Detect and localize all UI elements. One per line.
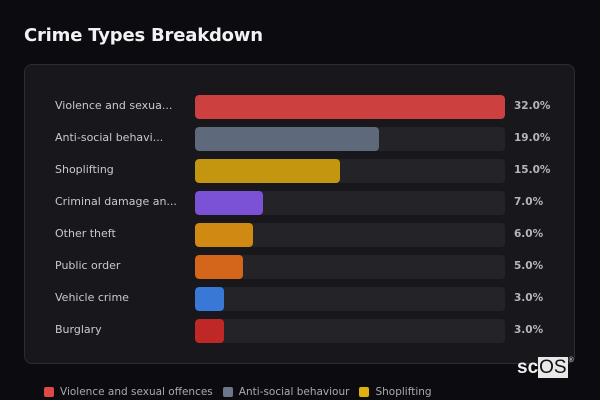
bar-fill: [195, 319, 225, 343]
bar-track: [195, 127, 505, 151]
bar-track: [195, 287, 505, 311]
legend-swatch-icon: [359, 387, 370, 397]
bar-value: 7.0%: [514, 196, 544, 208]
bar-track: [195, 95, 505, 119]
legend-item[interactable]: Violence and sexual offences: [44, 386, 213, 398]
legend-item[interactable]: Shoplifting: [359, 386, 432, 398]
bar-value: 32.0%: [514, 100, 551, 112]
bar-row: Other theft 6.0%: [25, 223, 574, 247]
bar-track: [195, 255, 505, 279]
bar-label: Public order: [55, 259, 121, 272]
bar-label: Violence and sexua...: [55, 99, 173, 112]
legend-label: Anti-social behaviour: [238, 386, 350, 398]
bar-fill: [195, 159, 341, 183]
bar-track: [195, 223, 505, 247]
chart-legend: Violence and sexual offences Anti-social…: [44, 386, 442, 398]
watermark-os: OS: [538, 357, 568, 378]
bar-track: [195, 319, 505, 343]
legend-swatch-icon: [222, 387, 233, 397]
legend-swatch-icon: [44, 387, 54, 397]
bar-fill: [195, 127, 380, 151]
bar-row: Vehicle crime 3.0%: [25, 287, 574, 311]
bar-fill: [195, 191, 263, 215]
bar-row: Violence and sexua... 32.0%: [25, 95, 574, 119]
registered-mark-icon: ®: [568, 357, 574, 364]
bar-fill: [195, 255, 244, 279]
bar-label: Burglary: [55, 323, 102, 336]
chart-card: Violence and sexua... 32.0% Anti-social …: [24, 64, 575, 364]
bar-value: 5.0%: [514, 260, 544, 272]
bar-row: Criminal damage an... 7.0%: [25, 191, 574, 215]
bar-track: [195, 159, 505, 183]
bar-fill: [195, 287, 225, 311]
bar-label: Vehicle crime: [55, 291, 129, 304]
bar-value: 3.0%: [514, 292, 544, 304]
bar-label: Criminal damage an...: [55, 195, 177, 208]
legend-label: Shoplifting: [375, 386, 432, 398]
bar-row: Public order 5.0%: [25, 255, 574, 279]
bar-track: [195, 191, 505, 215]
bar-value: 6.0%: [514, 228, 544, 240]
legend-item[interactable]: Anti-social behaviour: [222, 386, 350, 398]
bar-fill: [195, 223, 254, 247]
watermark-sc: sc: [517, 357, 539, 378]
legend-label: Violence and sexual offences: [60, 386, 213, 398]
bar-row: Burglary 3.0%: [25, 319, 574, 343]
bar-fill: [195, 95, 505, 119]
scos-watermark-logo: sc OS ®: [517, 357, 574, 378]
bar-label: Other theft: [55, 227, 116, 240]
bar-label: Shoplifting: [55, 163, 114, 176]
bar-row: Anti-social behavi... 19.0%: [25, 127, 574, 151]
bar-value: 3.0%: [514, 324, 544, 336]
bar-value: 19.0%: [514, 132, 551, 144]
chart-title: Crime Types Breakdown: [24, 25, 263, 46]
bar-row: Shoplifting 15.0%: [25, 159, 574, 183]
bar-label: Anti-social behavi...: [55, 131, 164, 144]
bar-value: 15.0%: [514, 164, 551, 176]
